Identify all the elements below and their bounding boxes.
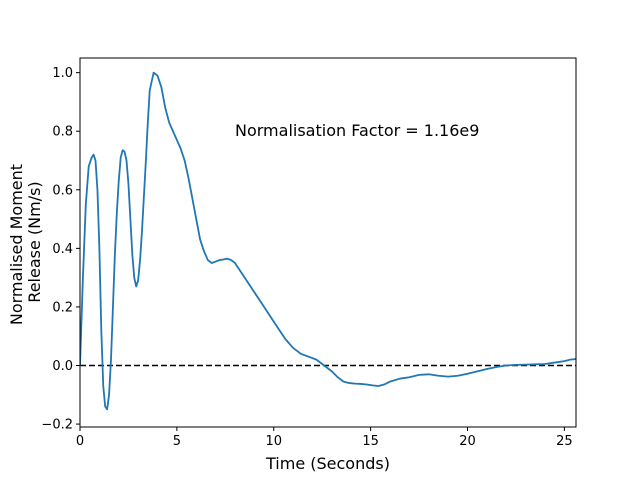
normalisation-factor-annotation: Normalisation Factor = 1.16e9 <box>235 121 479 140</box>
plot-area <box>80 71 576 411</box>
y-tick-label: 0.6 <box>52 183 73 198</box>
x-tick-label: 5 <box>173 434 181 449</box>
moment-release-line <box>80 71 576 411</box>
y-tick-label: 0.2 <box>52 300 73 315</box>
x-tick-label: 10 <box>265 434 282 449</box>
y-axis-label: Normalised Moment Release (Nm/s) <box>7 159 44 325</box>
y-tick-label: 0.4 <box>52 242 73 257</box>
y-tick-label: 0.8 <box>52 125 73 140</box>
y-tick-label: 1.0 <box>52 66 73 81</box>
x-tick-label: 20 <box>459 434 476 449</box>
x-axis-label: Time (Seconds) <box>265 454 390 473</box>
axes-frame <box>79 57 577 428</box>
x-tick-label: 0 <box>76 434 84 449</box>
x-axis: 0 5 10 15 20 25 <box>76 427 573 449</box>
x-tick-label: 25 <box>556 434 573 449</box>
y-tick-label: 0.0 <box>52 359 73 374</box>
x-tick-label: 15 <box>362 434 379 449</box>
y-axis-label-line-1: Normalised Moment <box>7 164 26 325</box>
y-axis-label-line-2: Release (Nm/s) <box>25 181 44 302</box>
y-axis: −0.2 0.0 0.2 0.4 0.6 0.8 1.0 <box>41 66 80 433</box>
y-tick-label: −0.2 <box>41 418 73 433</box>
